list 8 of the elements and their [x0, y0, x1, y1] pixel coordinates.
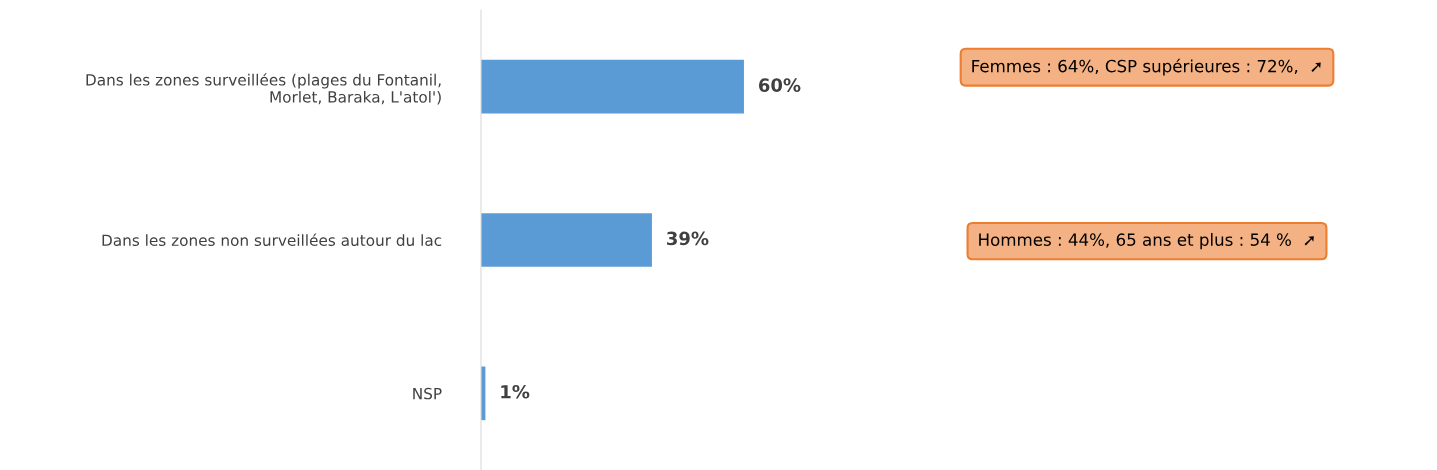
- data-label: 1%: [501, 384, 530, 399]
- y-tick-label: Dans les zones non surveillées autour du lac: [102, 233, 442, 247]
- text: Femmes : 64%, CSP supérieures : 72%, ➚: [972, 58, 1321, 76]
- y-tick-label: Dans les zones surveillées (plages du Fontanil, Morlet, Baraka, L'atol'): [86, 73, 441, 105]
- data-label: 39%: [667, 231, 709, 246]
- text: Hommes : 44%, 65 ans et plus : 54 % ➚: [979, 233, 1314, 250]
- y-tick-label: NSP: [413, 387, 442, 400]
- data-label: 60%: [758, 78, 801, 92]
